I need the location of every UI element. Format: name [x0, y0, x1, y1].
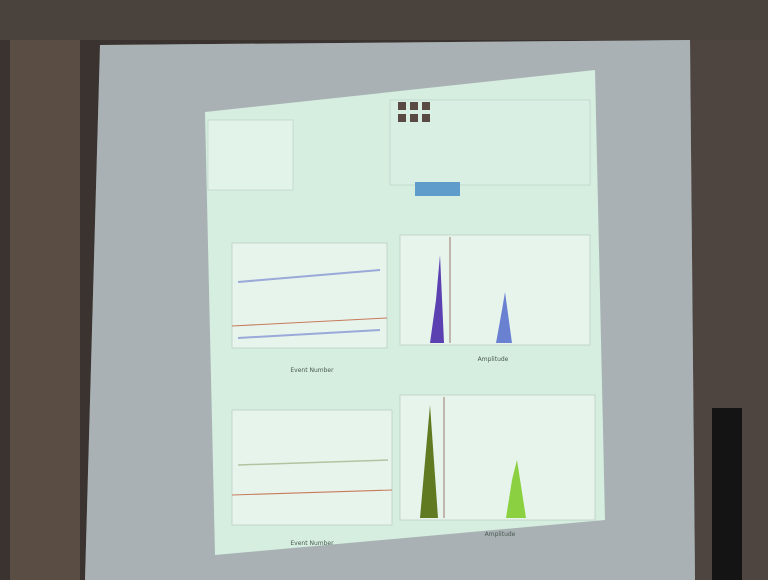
- left-wall-panel: [10, 40, 80, 580]
- image-panel: [390, 100, 590, 185]
- projected-ui: Event Number Amplitude Event Number Ampl…: [205, 70, 605, 555]
- x-axis-label: Event Number: [290, 540, 334, 547]
- x-axis-label: Amplitude: [478, 356, 509, 363]
- plot-area: [232, 410, 392, 525]
- photo: Event Number Amplitude Event Number Ampl…: [0, 0, 768, 580]
- button[interactable]: [415, 182, 460, 196]
- plot-area: [400, 235, 590, 345]
- status-panel: [208, 120, 293, 190]
- speaker: [712, 408, 742, 580]
- plot-area: [232, 243, 387, 348]
- x-axis-label: Amplitude: [485, 531, 516, 538]
- ceiling: [0, 0, 768, 40]
- x-axis-label: Event Number: [290, 367, 334, 374]
